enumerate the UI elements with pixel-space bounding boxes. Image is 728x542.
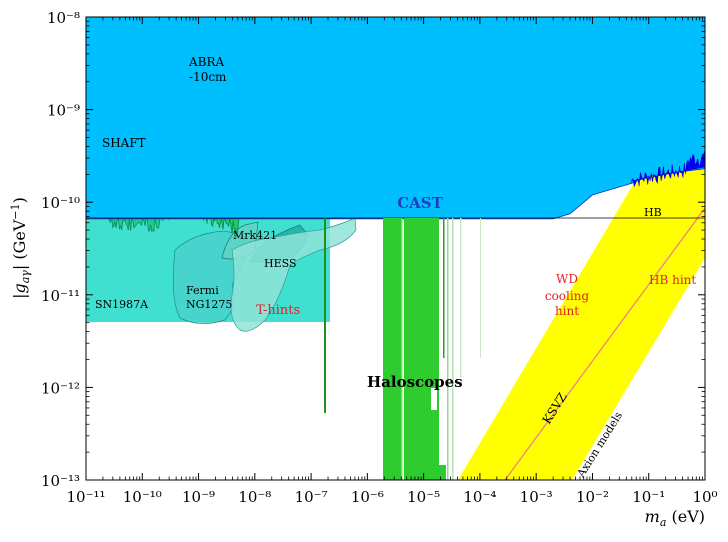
x-tick-label: 10⁻¹⁰ — [123, 488, 162, 506]
y-tick-label: 10⁻⁸ — [47, 9, 80, 27]
label-hess: HESS — [264, 257, 297, 270]
y-tick-label: 10⁻¹² — [41, 379, 80, 397]
label-fermi: Fermi NG1275 — [186, 284, 232, 311]
y-tick-label: 10⁻¹⁰ — [41, 194, 80, 212]
label-t-hints: T-hints — [256, 303, 300, 318]
plot-area — [86, 17, 705, 480]
label-sn1987a: SN1987A — [95, 298, 149, 311]
label-abra: ABRA -10cm — [188, 55, 227, 84]
x-tick-label: 10⁻⁵ — [407, 488, 440, 506]
label-shaft: SHAFT — [102, 136, 146, 150]
axes-frame — [85, 16, 706, 481]
x-tick-label: 10⁻² — [576, 488, 609, 506]
region-axion-models-band — [458, 168, 705, 480]
y-tick-label: 10⁻⁹ — [47, 102, 80, 120]
label-hb: HB — [644, 206, 662, 219]
ksvz-line — [504, 207, 705, 480]
x-tick-label: 10⁻¹ — [632, 488, 665, 506]
x-tick-label: 10⁻¹¹ — [66, 488, 105, 506]
x-tick-label: 10⁻⁸ — [238, 488, 271, 506]
x-tick-label: 10⁻⁴ — [463, 488, 496, 506]
label-mrk421: Mrk421 — [233, 229, 277, 242]
label-hb-hint: HB hint — [649, 273, 696, 287]
label-wd-cooling: WD cooling hint — [545, 272, 590, 318]
label-cast: CAST — [397, 194, 443, 212]
region-cast — [86, 17, 705, 220]
y-axis-label: |gaγ| (GeV−1) — [9, 197, 32, 299]
label-haloscopes: Haloscopes — [367, 373, 463, 391]
x-tick-label: 10⁻⁹ — [182, 488, 215, 506]
x-axis-label: ma (eV) — [645, 507, 705, 529]
x-tick-labels: 10⁻¹¹ 10⁻¹⁰ 10⁻⁹ 10⁻⁸ 10⁻⁷ 10⁻⁶ 10⁻⁵ 10⁻⁴ 10⁻³ 10… — [66, 488, 717, 506]
x-tick-label: 10⁻⁷ — [295, 488, 328, 506]
x-tick-label: 10⁻⁶ — [351, 488, 384, 506]
y-tick-label: 10⁻¹³ — [41, 472, 80, 490]
x-tick-label: 10⁻³ — [520, 488, 553, 506]
axis-ticks — [85, 16, 706, 481]
y-tick-labels: 10⁻¹³ 10⁻¹² 10⁻¹¹ 10⁻¹⁰ 10⁻⁹ 10⁻⁸ — [41, 9, 80, 490]
region-cast-noise — [631, 149, 705, 188]
x-tick-label: 10⁰ — [692, 488, 717, 506]
region-haloscopes — [324, 218, 481, 480]
y-tick-label: 10⁻¹¹ — [41, 287, 80, 305]
